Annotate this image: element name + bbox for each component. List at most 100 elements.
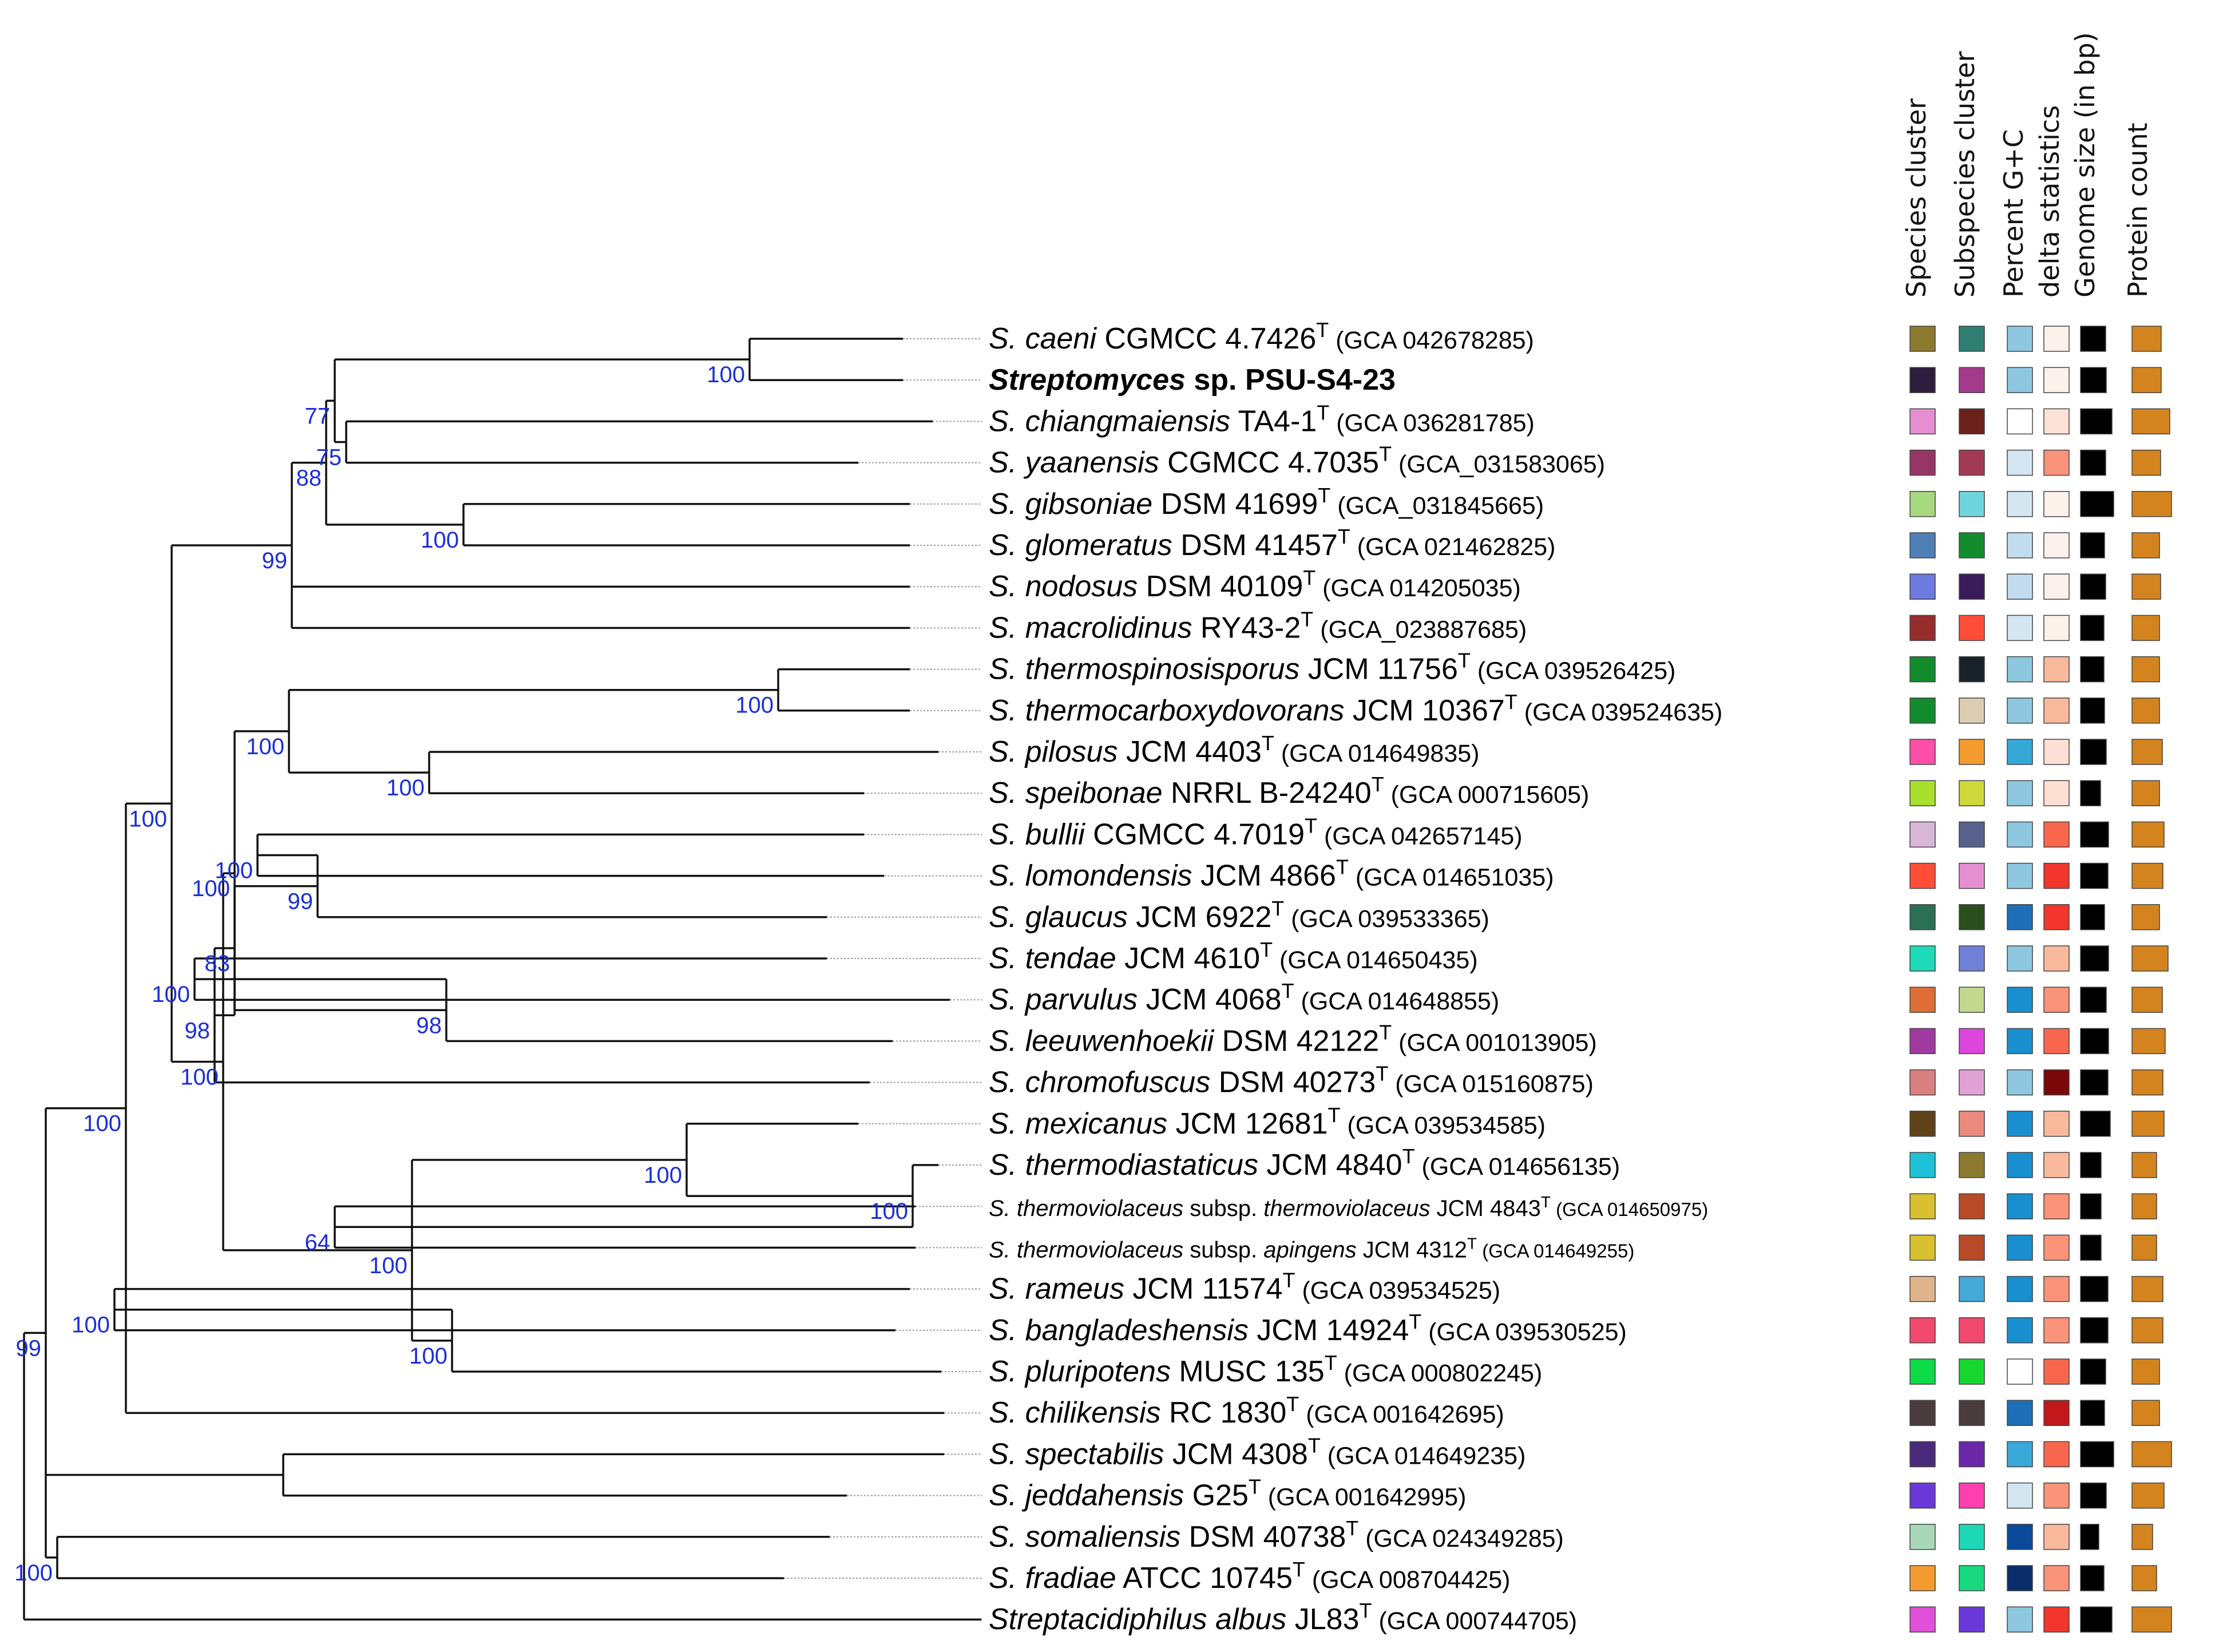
strip-cell bbox=[1909, 1152, 1936, 1178]
strip-cell bbox=[2007, 1069, 2033, 1096]
strip-cell bbox=[2007, 573, 2033, 600]
strip-cell bbox=[2007, 367, 2033, 393]
strip-cell bbox=[2080, 739, 2107, 765]
taxon-label: S. pilosus JCM 4403T (GCA 014649835) bbox=[989, 731, 1479, 769]
strip-cell bbox=[2043, 1565, 2070, 1591]
strip-cell bbox=[1909, 821, 1936, 848]
taxon-label: S. pluripotens MUSC 135T (GCA 000802245) bbox=[989, 1351, 1542, 1389]
strip-cell bbox=[2131, 1400, 2160, 1426]
strip-cell bbox=[2007, 1193, 2033, 1219]
strip-cell bbox=[2007, 656, 2033, 683]
column-headers: Species cluster Subspecies cluster Percent… bbox=[1901, 32, 2153, 298]
strip-cell bbox=[2007, 1358, 2033, 1385]
taxon-label: S. spectabilis JCM 4308T (GCA 014649235) bbox=[989, 1433, 1525, 1471]
strip-cell bbox=[1959, 1028, 1985, 1055]
strip-cell bbox=[2043, 1193, 2070, 1219]
strip-cell bbox=[2080, 573, 2106, 600]
strip-cell bbox=[1909, 1565, 1936, 1591]
strip-cell bbox=[2080, 656, 2105, 683]
strip-cell bbox=[2080, 1111, 2111, 1137]
strip-cell bbox=[2043, 987, 2070, 1013]
strip-cell bbox=[2043, 862, 2070, 889]
strip-cell bbox=[2080, 698, 2105, 724]
strip-cell bbox=[1959, 1152, 1985, 1178]
strip-cell bbox=[2007, 1152, 2033, 1178]
strip-cell bbox=[2007, 1441, 2033, 1468]
strip-cell bbox=[2131, 862, 2163, 889]
strip-cell bbox=[2131, 739, 2163, 765]
strip-cell bbox=[1909, 408, 1936, 435]
strip-cell bbox=[2043, 739, 2070, 765]
taxon-label: S. parvulus JCM 4068T (GCA 014648855) bbox=[989, 979, 1499, 1017]
strip-cell bbox=[2131, 904, 2160, 930]
strip-cell bbox=[2043, 780, 2070, 806]
strip-cell bbox=[2131, 532, 2160, 558]
strip-cell bbox=[2007, 1275, 2033, 1302]
strip-cell bbox=[2080, 1152, 2102, 1178]
strip-cell bbox=[2007, 532, 2033, 558]
strip-cell bbox=[2043, 1524, 2070, 1550]
strip-cell bbox=[2007, 698, 2033, 724]
strip-cell bbox=[2080, 862, 2109, 889]
strip-cell bbox=[2007, 1400, 2033, 1426]
strip-cell bbox=[2080, 367, 2107, 393]
taxon-label: Streptomyces sp. PSU-S4-23 bbox=[989, 363, 1396, 397]
strip-cell bbox=[2131, 656, 2160, 683]
strip-cell bbox=[1909, 1317, 1936, 1344]
strip-cell bbox=[2080, 1317, 2109, 1344]
strip-cell bbox=[2080, 821, 2109, 848]
strip-cell bbox=[2080, 1358, 2106, 1385]
bootstrap-label: 100 bbox=[180, 1065, 219, 1090]
strip-cell bbox=[2080, 408, 2113, 435]
strip-cell bbox=[2131, 1028, 2166, 1055]
taxon-label: S. thermodiastaticus JCM 4840T (GCA 0146… bbox=[989, 1144, 1620, 1182]
bootstrap-label: 88 bbox=[296, 466, 322, 491]
bootstrap-label: 64 bbox=[305, 1230, 331, 1255]
strip-cell bbox=[2131, 615, 2160, 641]
tree-branches bbox=[23, 338, 981, 1621]
taxon-label: S. glomeratus DSM 41457T (GCA 021462825) bbox=[989, 525, 1555, 562]
strip-cell bbox=[2007, 1482, 2033, 1509]
bootstrap-label: 100 bbox=[386, 775, 425, 801]
strip-cell bbox=[2131, 1234, 2157, 1261]
strip-cell bbox=[2007, 1028, 2033, 1055]
strip-cell bbox=[1909, 987, 1936, 1013]
strip-cell bbox=[1959, 1358, 1985, 1385]
strip-cell bbox=[1959, 1069, 1985, 1096]
strip-cell bbox=[2080, 1275, 2109, 1302]
strip-cell bbox=[2043, 656, 2070, 683]
strip-cell bbox=[2131, 780, 2160, 806]
strip-cell bbox=[1909, 1358, 1936, 1385]
bootstrap-label: 100 bbox=[409, 1344, 447, 1369]
bootstrap-label: 100 bbox=[707, 362, 745, 387]
bootstrap-label: 99 bbox=[16, 1336, 42, 1361]
strip-cell bbox=[1909, 573, 1936, 600]
strip-cell bbox=[1959, 862, 1985, 889]
strip-cell bbox=[1959, 945, 1985, 972]
strip-cell bbox=[2080, 532, 2105, 558]
strip-cell bbox=[1909, 862, 1936, 889]
strip-cell bbox=[1909, 615, 1936, 641]
strip-cell bbox=[1909, 1069, 1936, 1096]
strip-cell bbox=[2131, 1317, 2163, 1344]
strip-cell bbox=[1909, 1193, 1936, 1219]
taxon-labels: S. caeni CGMCC 4.7426T (GCA 042678285) St… bbox=[989, 318, 1722, 1637]
column-header: Protein count bbox=[2122, 122, 2153, 298]
strip-cell bbox=[2043, 1400, 2070, 1426]
strip-cell bbox=[1909, 1400, 1936, 1426]
strip-cell bbox=[1959, 615, 1985, 641]
strip-cell bbox=[1909, 1234, 1936, 1261]
strip-cell bbox=[2043, 1358, 2070, 1385]
strip-cell bbox=[2131, 367, 2162, 393]
column-header: Percent G+C bbox=[1998, 129, 2029, 298]
strip-cell bbox=[1909, 1524, 1936, 1550]
bootstrap-label: 75 bbox=[316, 445, 342, 470]
strip-cell bbox=[2043, 1606, 2070, 1633]
strip-cell bbox=[2131, 698, 2160, 724]
strip-cell bbox=[2043, 1482, 2070, 1509]
bootstrap-label: 99 bbox=[262, 548, 288, 573]
strip-cell bbox=[2043, 1317, 2070, 1344]
strip-cell bbox=[2007, 1111, 2033, 1137]
strip-cell bbox=[2080, 1400, 2105, 1426]
bootstrap-label: 100 bbox=[14, 1560, 53, 1586]
